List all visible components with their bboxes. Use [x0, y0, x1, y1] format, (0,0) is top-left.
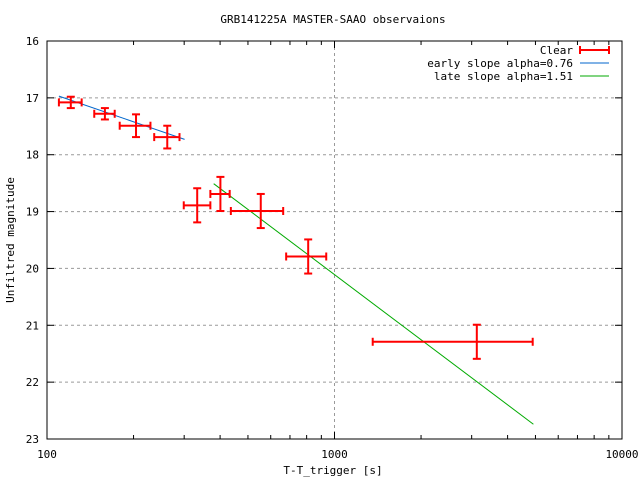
y-tick-label: 19: [26, 206, 39, 219]
data-point: [229, 192, 285, 230]
x-axis-label: T-T_trigger [s]: [283, 464, 382, 477]
data-point: [153, 124, 181, 150]
y-tick-label: 22: [26, 376, 39, 389]
x-tick-label: 1000: [321, 448, 348, 461]
legend-label: Clear: [540, 44, 573, 57]
data-point: [93, 107, 116, 121]
data-points: [57, 95, 534, 360]
y-tick-label: 16: [26, 35, 39, 48]
x-tick-label: 10000: [605, 448, 638, 461]
y-tick-label: 17: [26, 92, 39, 105]
axis-ticks: 16 17 18 19 20 21 22 23 100 1000 10000: [26, 35, 639, 461]
data-point: [209, 175, 231, 213]
legend-label: early slope alpha=0.76: [427, 57, 573, 70]
chart-title: GRB141225A MASTER-SAAO observaions: [220, 13, 445, 26]
data-point: [182, 187, 212, 224]
fit-lines: [58, 95, 534, 425]
y-tick-label: 21: [26, 319, 39, 332]
fit-line: [213, 183, 534, 425]
data-point: [118, 113, 152, 139]
x-tick-label: 100: [37, 448, 57, 461]
data-point: [57, 95, 83, 110]
grid: [47, 41, 622, 439]
y-tick-label: 23: [26, 433, 39, 446]
data-point: [371, 323, 534, 360]
y-tick-label: 18: [26, 149, 39, 162]
y-tick-label: 20: [26, 262, 39, 275]
legend-label: late slope alpha=1.51: [434, 70, 573, 83]
y-axis-label: Unfiltred magnitude: [4, 177, 17, 303]
data-point: [285, 238, 328, 275]
